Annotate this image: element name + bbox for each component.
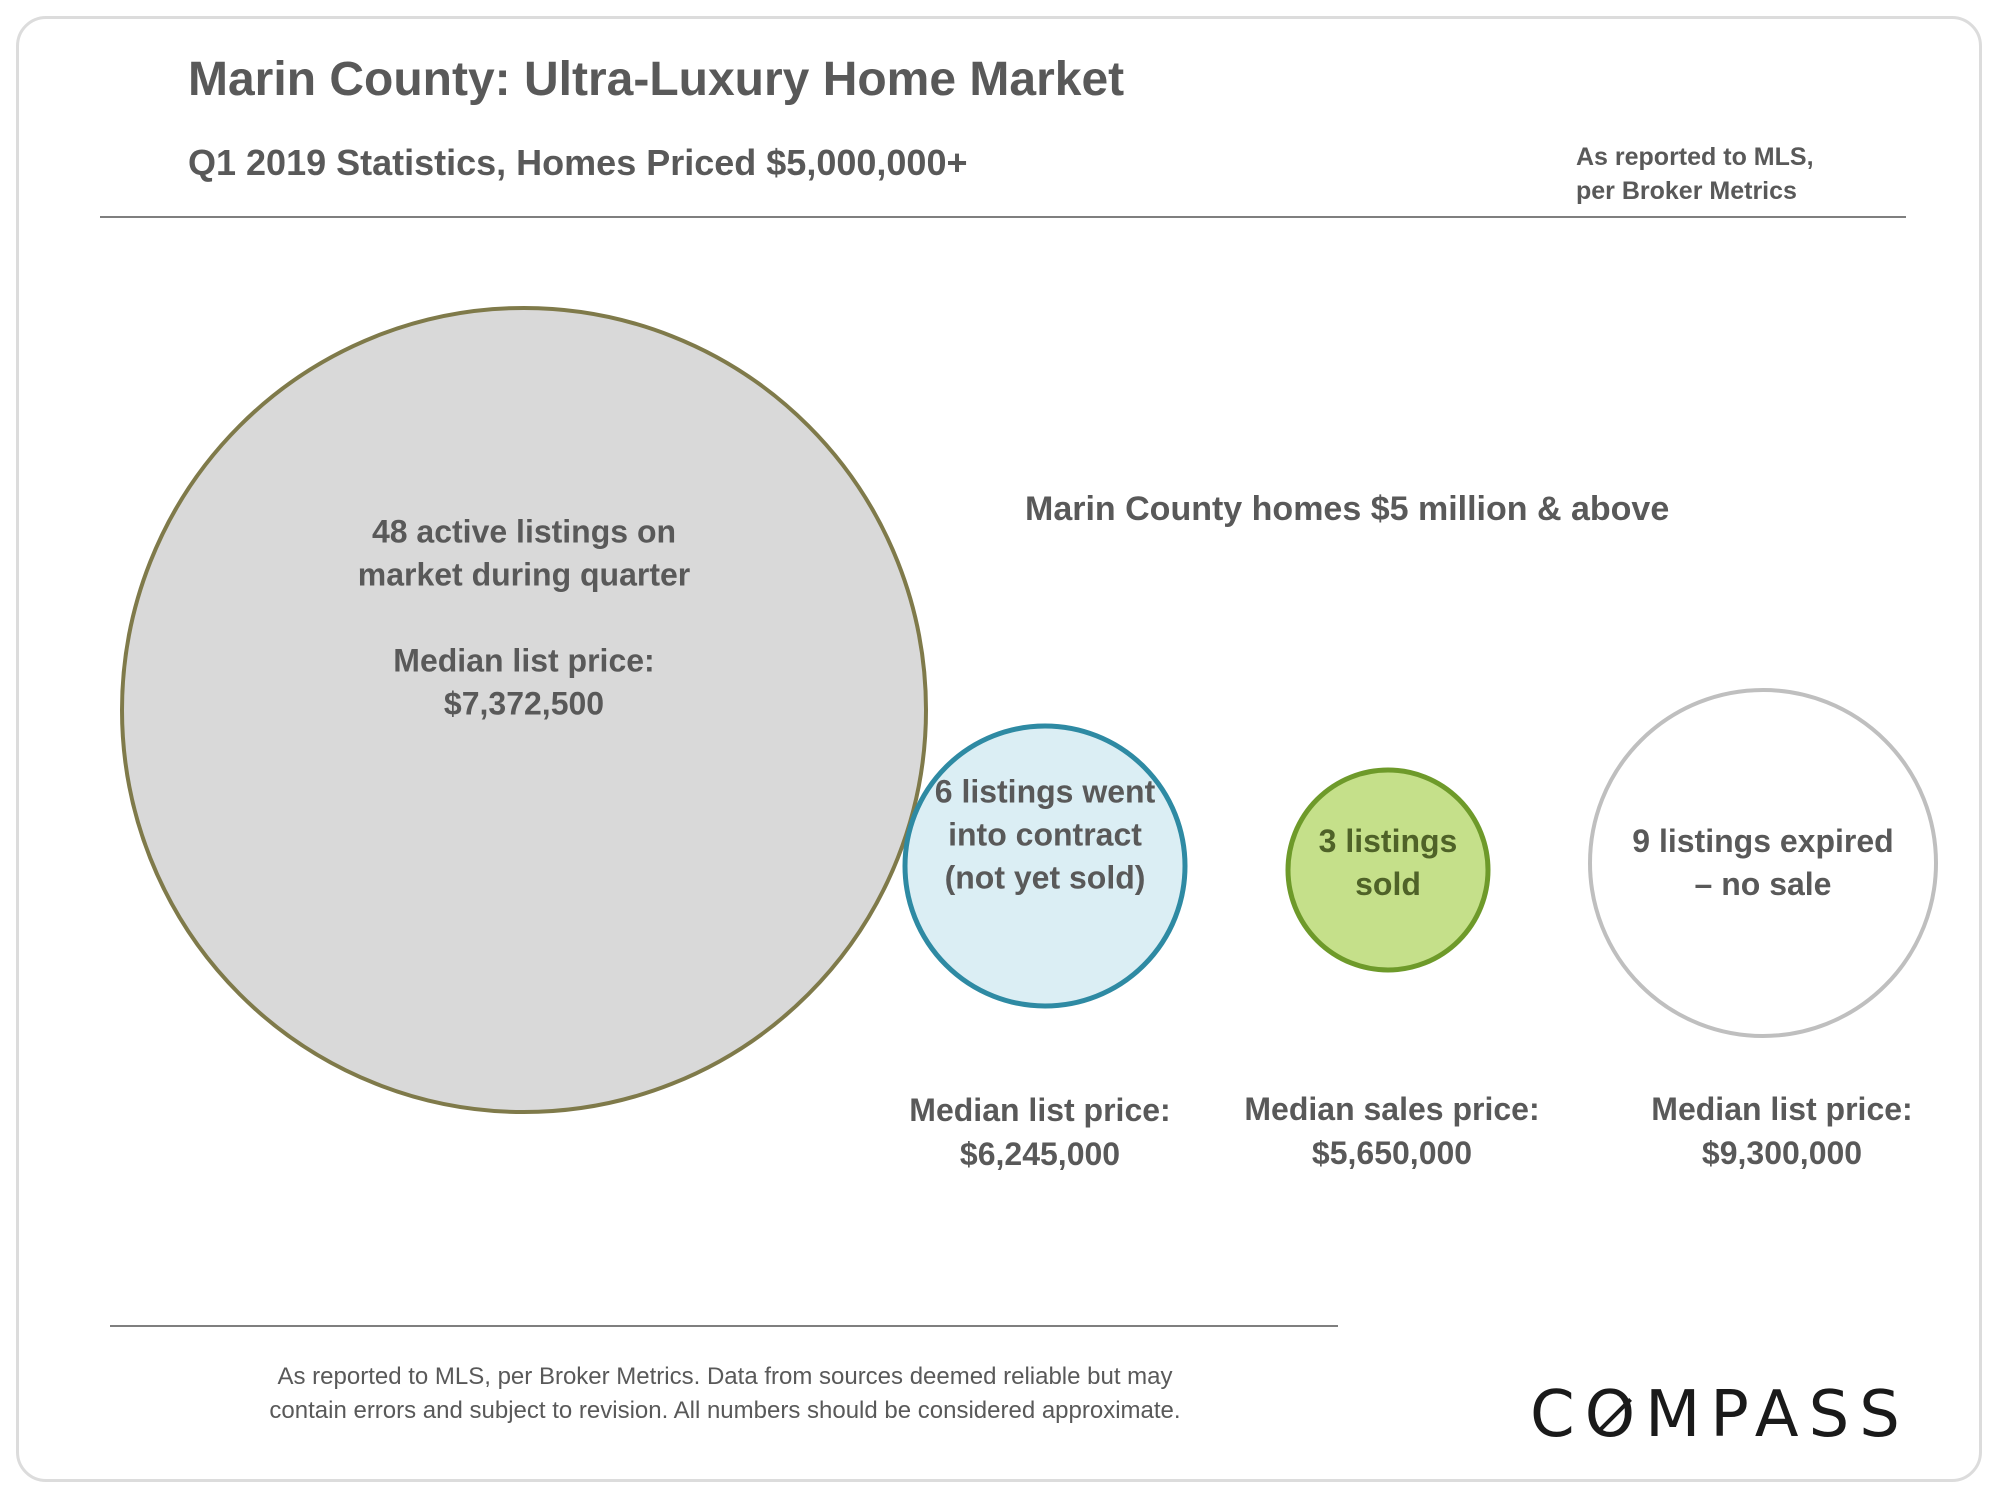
bubble-label-in-contract: into contract — [948, 816, 1142, 852]
chart-title: Marin County homes $5 million & above — [1025, 490, 1670, 528]
bubble-label-active: 48 active listings on — [372, 513, 676, 549]
source-line-1: As reported to MLS, — [1576, 143, 1814, 171]
price-value: $6,245,000 — [959, 1136, 1121, 1172]
price-label: Median list price: — [909, 1092, 1171, 1128]
bubble-expired — [1588, 688, 1938, 1038]
price-value: $5,650,000 — [1311, 1135, 1473, 1171]
header-divider — [100, 216, 1906, 218]
logo-letter: S — [1859, 1378, 1910, 1452]
bubble-label-active: $7,372,500 — [444, 685, 604, 721]
logo-letter: S — [1808, 1378, 1860, 1452]
bubble-label-sold: 3 listings — [1319, 823, 1458, 859]
bubble-label-active: Median list price: — [393, 642, 654, 678]
logo-letter: M — [1645, 1378, 1711, 1452]
logo-letter: P — [1710, 1378, 1755, 1452]
source-line-2: per Broker Metrics — [1576, 177, 1797, 205]
price-label: Median sales price: — [1244, 1091, 1540, 1127]
bubble-label-sold: sold — [1355, 866, 1421, 902]
bubble-active — [120, 306, 928, 1114]
compass-logo: COMPASS — [1530, 1378, 1910, 1452]
bubble-sold — [1285, 767, 1491, 973]
logo-letter: A — [1754, 1378, 1809, 1452]
price-expired: Median list price: $9,300,000 — [1572, 1087, 1992, 1175]
footnote-line-2: contain errors and subject to revision. … — [269, 1397, 1181, 1424]
logo-letter: O — [1585, 1378, 1645, 1452]
bubble-in-contract — [902, 723, 1188, 1009]
price-in-contract: Median list price: $6,245,000 — [830, 1088, 1250, 1176]
bubble-label-in-contract: 6 listings went — [935, 773, 1156, 809]
bubble-label-active: market during quarter — [358, 556, 691, 592]
page-title: Marin County: Ultra-Luxury Home Market — [188, 53, 1125, 106]
page-subtitle: Q1 2019 Statistics, Homes Priced $5,000,… — [188, 142, 968, 183]
price-sold: Median sales price: $5,650,000 — [1182, 1087, 1602, 1175]
bubble-label-in-contract: (not yet sold) — [945, 859, 1146, 895]
logo-letter: C — [1530, 1378, 1585, 1452]
price-value: $9,300,000 — [1701, 1135, 1863, 1171]
footnote: As reported to MLS, per Broker Metrics. … — [180, 1360, 1270, 1428]
price-label: Median list price: — [1651, 1091, 1913, 1127]
footer-divider — [110, 1325, 1338, 1327]
footnote-line-1: As reported to MLS, per Broker Metrics. … — [277, 1363, 1173, 1390]
bubble-label-expired: – no sale — [1695, 866, 1832, 902]
bubble-label-expired: 9 listings expired — [1632, 823, 1893, 859]
source-note-top: As reported to MLS, per Broker Metrics — [1576, 140, 1814, 208]
